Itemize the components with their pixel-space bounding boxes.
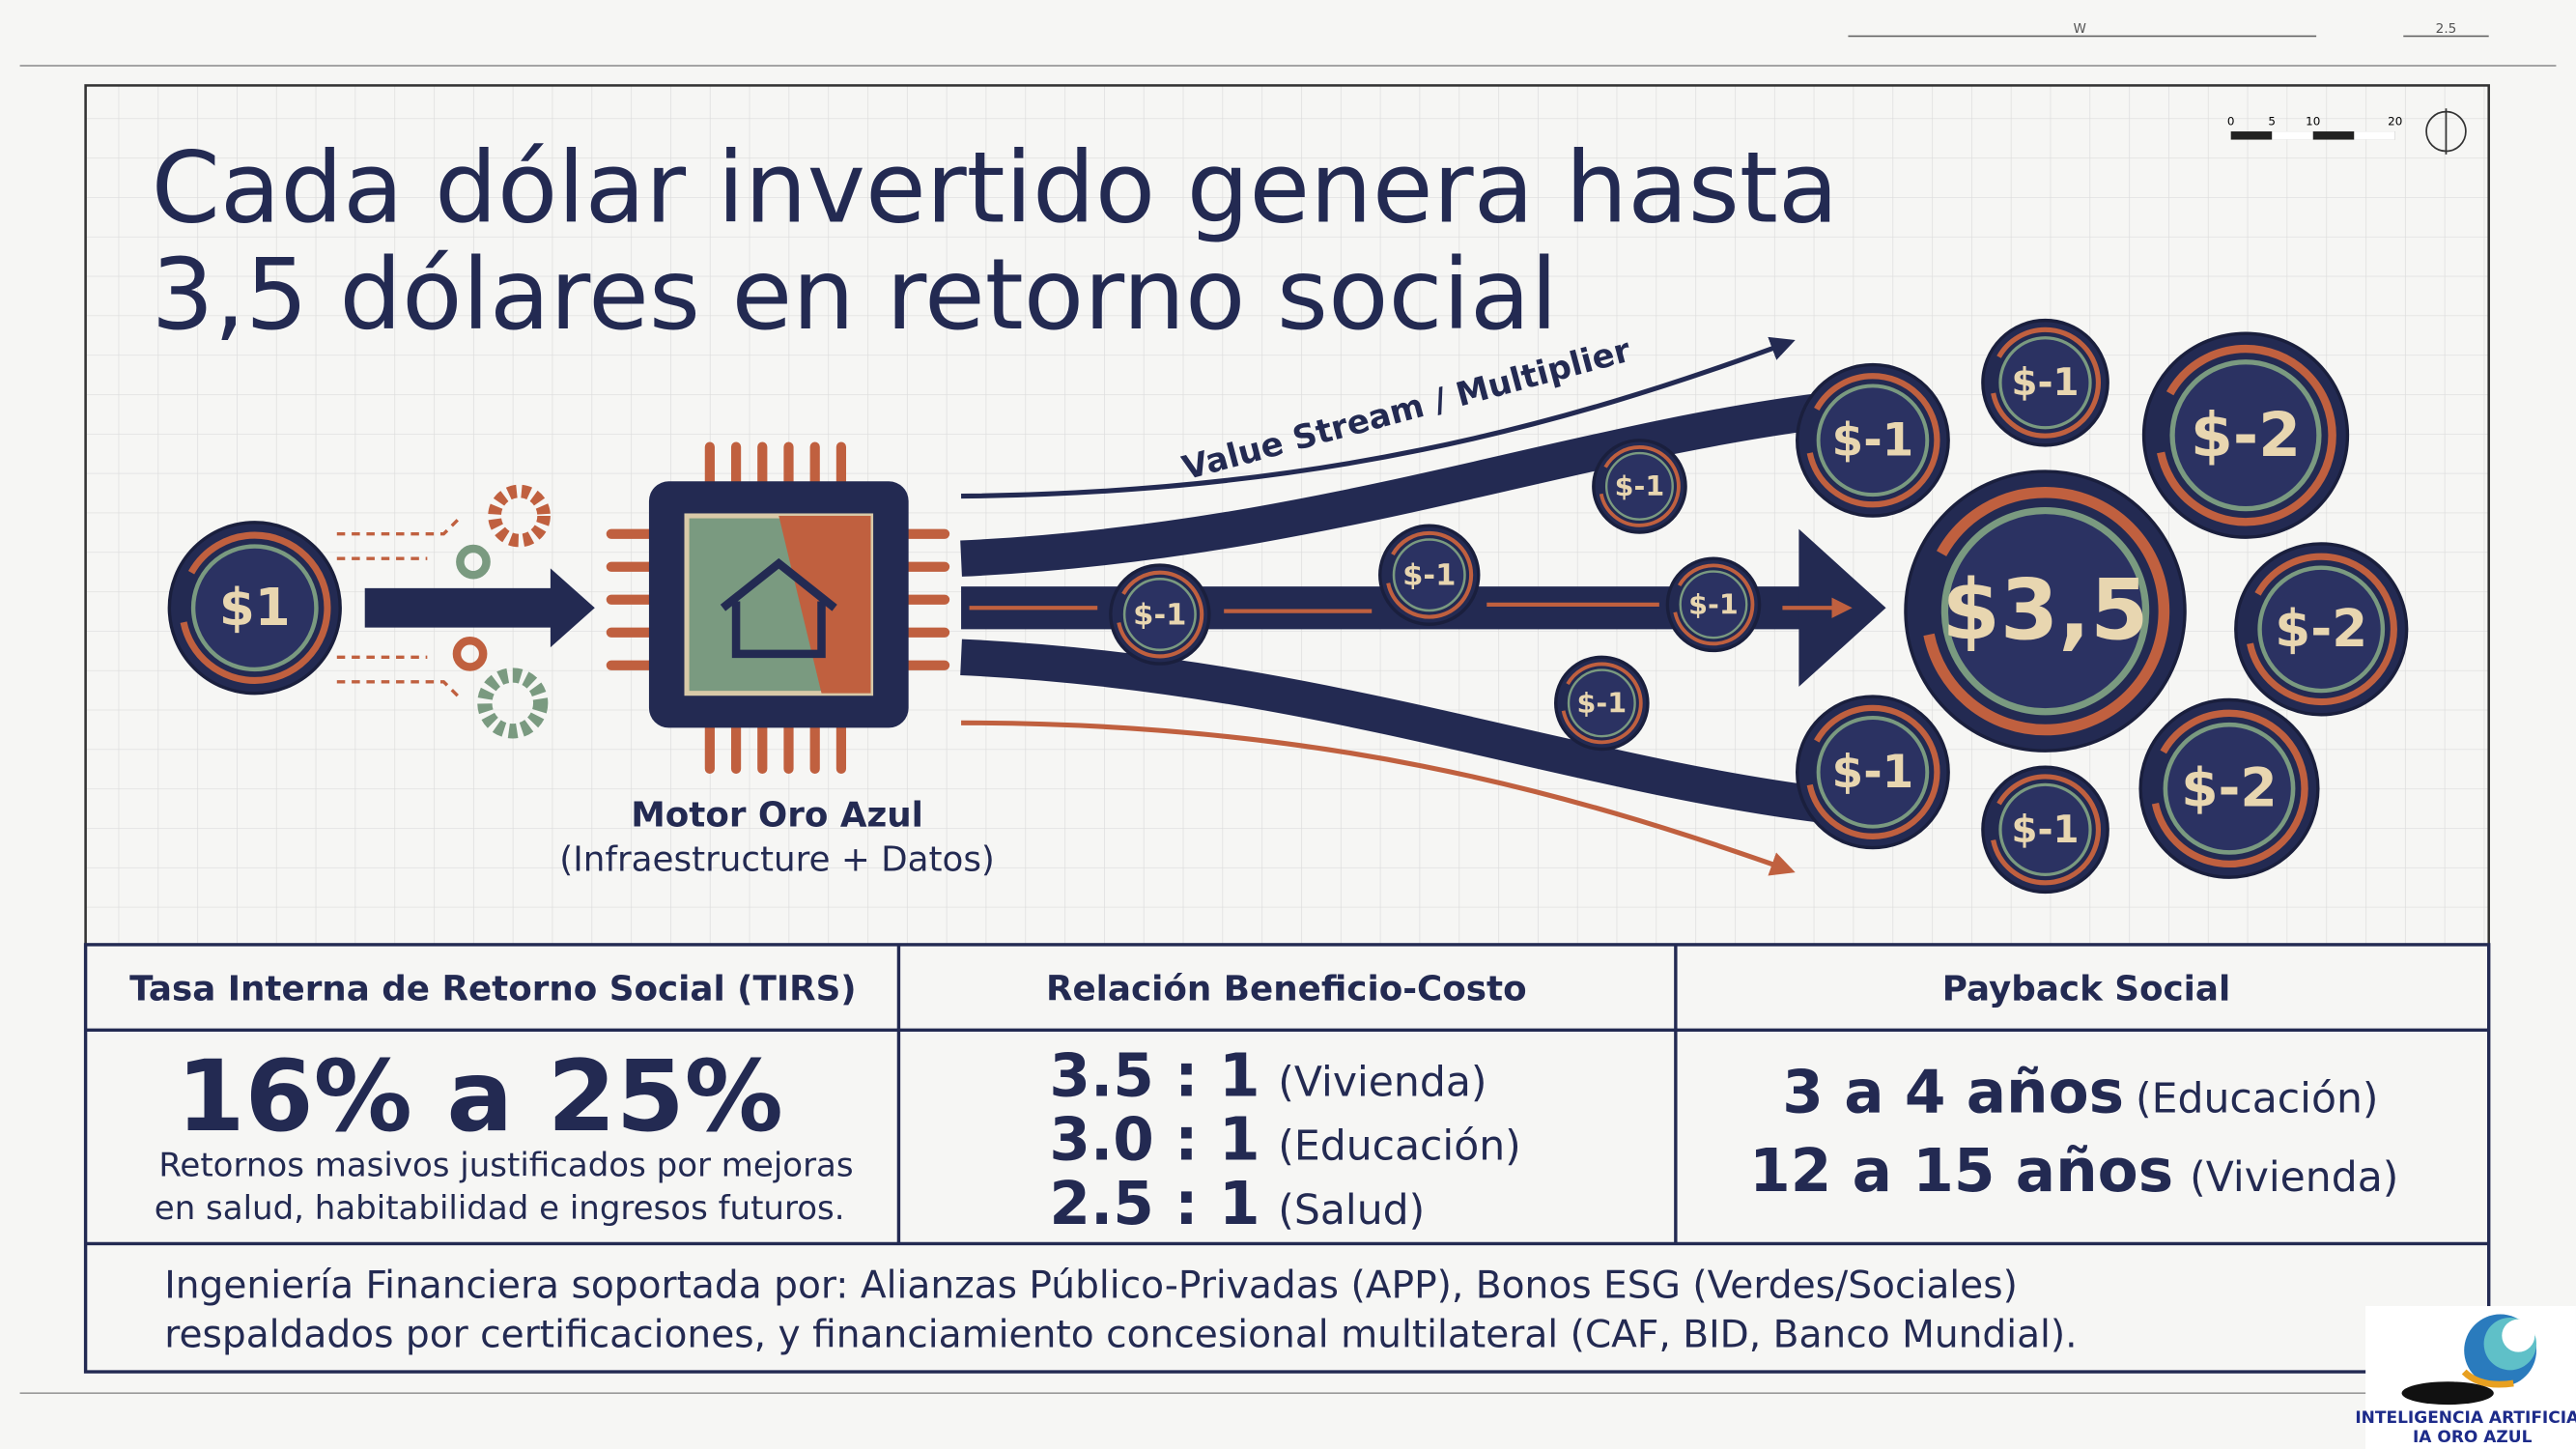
coin-ring [1604,451,1674,521]
coin: $-1 [1554,655,1650,752]
payback-years: 12 a 15 años [1749,1137,2173,1206]
coin-ring [2257,565,2386,694]
coin: $-1 [1109,563,1211,666]
logo: INTELIGENCIA ARTIFICIAL IA ORO AZUL [2355,1306,2576,1449]
coin-label: $-1 [1688,587,1739,620]
tirs-note: en salud, habitabilidad e ingresos futur… [155,1189,845,1228]
coin: $-1 [1592,439,1687,534]
coin-ring [1560,662,1643,745]
motor-name: Motor Oro Azul [631,795,923,835]
coin-ring [1392,538,1466,612]
logo-text: IA ORO AZUL [2413,1428,2533,1447]
coin-label: $-1 [2011,809,2079,852]
coin: $-2 [2141,331,2350,539]
coin-label: $-2 [2191,399,2301,470]
title: 3,5 dólares en retorno social [152,238,1558,353]
payback-years: 3 a 4 años [1782,1058,2124,1126]
coin-ring [1998,336,2092,430]
tirs-note: Retornos masivos justificados por mejora… [158,1147,853,1185]
value-streams [960,336,1886,876]
ratio: 3.0 : 1 [1049,1106,1260,1175]
coin: $-1 [1981,318,2109,447]
scale-label: 0 [2227,114,2235,128]
coin: $-2 [2234,542,2409,717]
motor-chip [606,441,950,775]
coin: $-1 [1981,765,2109,895]
coin-ring [1940,506,2150,716]
coin-ring [1567,668,1636,738]
coin: $-1 [1665,556,1762,653]
coin-label: $-2 [2181,757,2278,819]
dim-label: W [2074,21,2086,37]
coin: $-1 [1378,524,1481,626]
coin-ring [1385,530,1474,619]
dim-label: 2.5 [2436,21,2457,37]
payback-sector: (Educación) [2136,1075,2378,1122]
coin-ring [1805,704,1940,839]
coin-ring [1816,716,1930,829]
coin-ring [2169,359,2322,512]
coin-ring [1599,445,1681,527]
column-header: Tasa Interna de Retorno Social (TIRS) [129,970,857,1009]
coin-label: $-1 [1832,413,1914,467]
footer-text: Ingeniería Financiera soportada por: Ali… [164,1264,2018,1308]
coin: $3,5 [1904,469,2187,753]
payback-sector: (Vivienda) [2190,1154,2398,1202]
footer-text: respaldados por certificaciones, y finan… [164,1314,2077,1357]
coin: $1 [167,521,342,696]
scale-label: 20 [2388,114,2402,128]
column-header: Payback Social [1942,970,2230,1009]
coin-ring [190,544,319,672]
coin-label: $1 [219,578,291,638]
scale-label: 10 [2306,114,2320,128]
coin: $-1 [1796,362,1950,518]
tirs-value: 16% a 25% [177,1039,783,1154]
motor-subtitle: (Infraestructure + Datos) [559,839,995,879]
coin: $-1 [1796,695,1950,850]
coin-label: $-1 [1577,686,1628,719]
coin-ring [1679,570,1748,639]
coin-ring [1122,578,1197,652]
coin-ring [1816,384,1930,497]
ratio: 3.5 : 1 [1049,1041,1260,1110]
coin-ring [1116,570,1204,659]
ratio-sector: (Salud) [1278,1187,1425,1235]
coin-label: $-1 [1402,558,1456,592]
coin-label: $-2 [2275,599,2367,659]
coin-label: $-1 [1615,469,1665,502]
logo-text: INTELIGENCIA ARTIFICIAL [2355,1408,2576,1428]
coin-ring [1805,373,1940,508]
coin-ring [1989,774,2102,886]
coin-label: $-1 [1133,598,1186,632]
coin-ring [1672,563,1755,646]
title: Cada dólar invertido genera hasta [152,131,1839,246]
coin-ring [1920,486,2170,736]
coin-ring [2163,722,2296,855]
coin-ring [1989,327,2102,439]
column-header: Relación Beneficio-Costo [1046,970,1527,1009]
coin-ring [2155,344,2336,526]
ratio-sector: (Vivienda) [1278,1059,1486,1106]
ratio-sector: (Educación) [1278,1123,1520,1171]
scale-bar: 0 5 10 20 [2227,108,2467,155]
coin-label: $-1 [1832,746,1914,799]
metrics-table [83,943,2491,1374]
coin-ring [2150,709,2308,868]
coin-label: $3,5 [1942,562,2149,660]
ratio: 2.5 : 1 [1049,1170,1260,1238]
scale-label: 5 [2268,114,2276,128]
coin: $-2 [2138,697,2320,879]
coin-ring [179,531,331,684]
coin-ring [2245,553,2397,706]
coin-ring [1998,782,2092,876]
coin-label: $-1 [2011,361,2079,405]
